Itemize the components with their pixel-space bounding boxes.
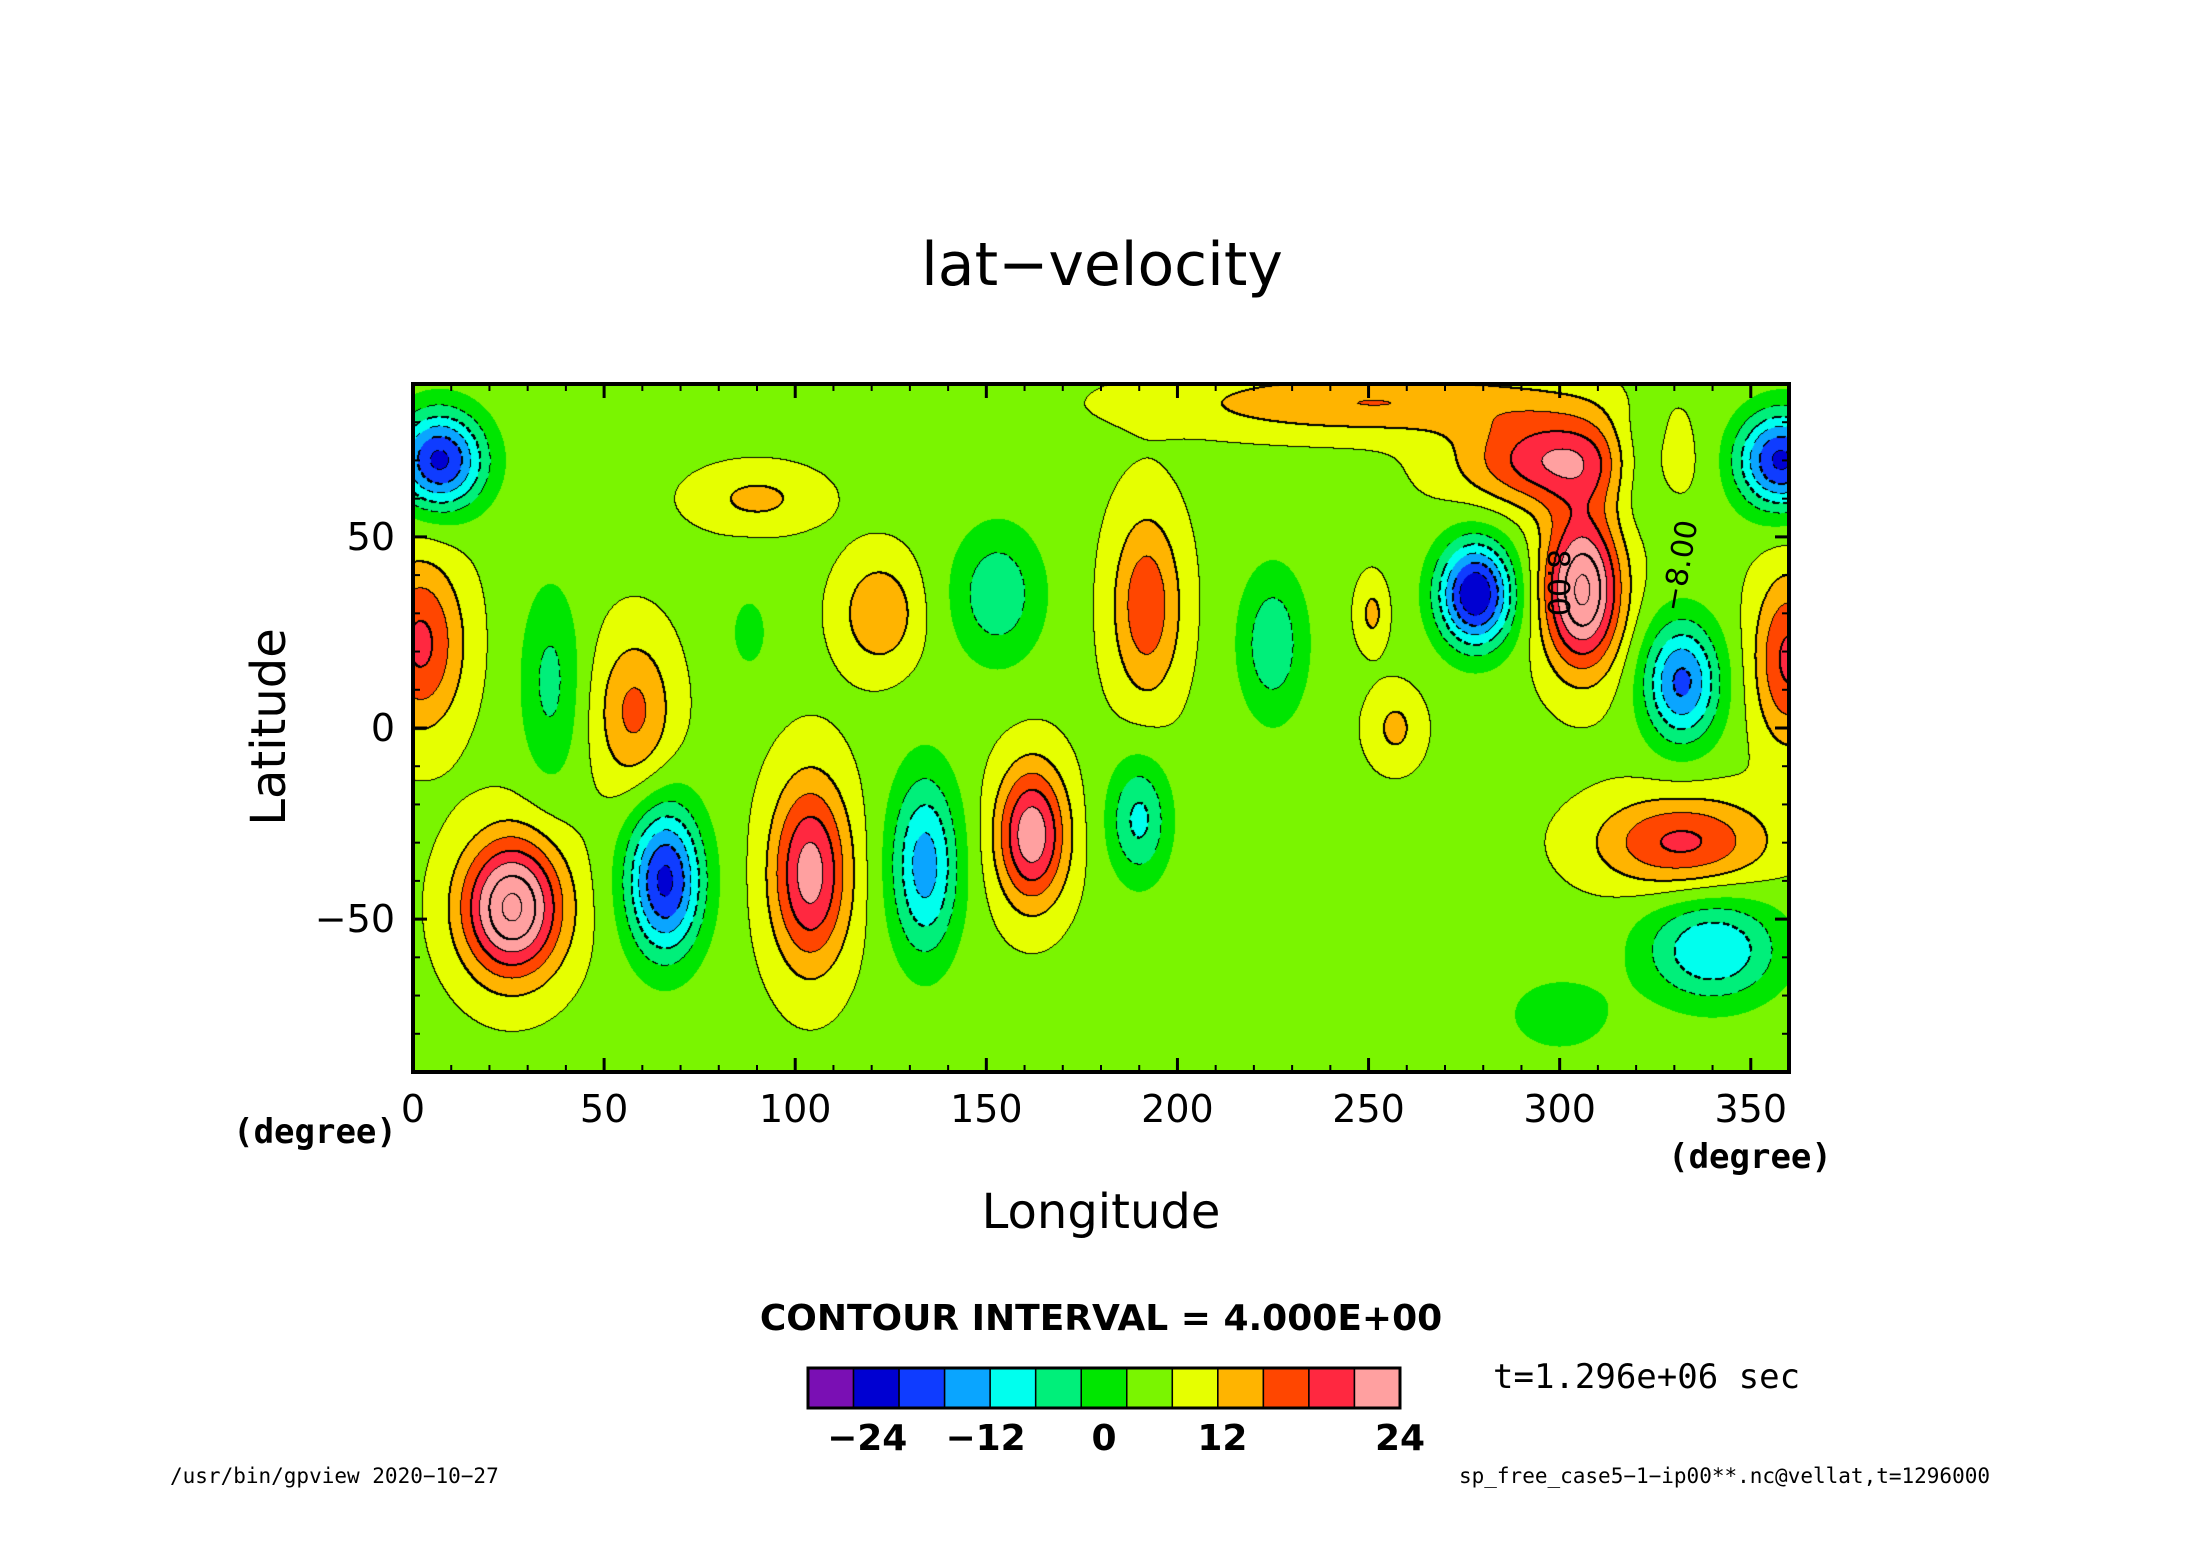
x-unit-right: (degree) bbox=[1668, 1137, 1832, 1177]
colorbar-tick-label: 0 bbox=[1091, 1418, 1116, 1459]
x-tick-label: 350 bbox=[1715, 1087, 1788, 1131]
colorbar-swatch bbox=[852, 1367, 900, 1409]
program-label: /usr/bin/gpview 2020−10−27 bbox=[170, 1464, 499, 1488]
y-tick-label: −50 bbox=[315, 897, 395, 941]
colorbar-tick-label: 12 bbox=[1197, 1418, 1247, 1459]
velocity-field bbox=[413, 384, 1789, 1072]
colorbar-swatch bbox=[1080, 1367, 1128, 1409]
colorbar-swatch bbox=[943, 1367, 991, 1409]
colorbar-swatch bbox=[1308, 1367, 1356, 1409]
x-axis-label: Longitude bbox=[982, 1184, 1221, 1240]
colorbar-tick-label: 24 bbox=[1375, 1418, 1425, 1459]
colorbar-tick-label: −12 bbox=[945, 1418, 1025, 1459]
x-tick-label: 50 bbox=[580, 1087, 628, 1131]
contour-label: 8.00 bbox=[1540, 549, 1575, 616]
chart-title: lat−velocity bbox=[921, 230, 1283, 300]
y-axis: −50 0 50 bbox=[315, 383, 1789, 1073]
plot-area: 8.00 −8.00 bbox=[411, 382, 1791, 1074]
x-axis: 0 50 100 150 200 250 300 350 bbox=[401, 384, 1790, 1131]
colorbar-swatch bbox=[898, 1367, 946, 1409]
colorbar-tick-label: −24 bbox=[827, 1418, 907, 1459]
colorbar: −24 −12 0 12 24 bbox=[806, 1366, 1425, 1459]
y-tick-label: 0 bbox=[371, 706, 395, 750]
colorbar-swatch bbox=[1034, 1367, 1082, 1409]
colorbar-frame bbox=[806, 1366, 1402, 1410]
contour-interval-label: CONTOUR INTERVAL = 4.000E+00 bbox=[760, 1298, 1442, 1339]
x-tick-label: 100 bbox=[759, 1087, 832, 1131]
colorbar-swatch bbox=[1262, 1367, 1310, 1409]
x-tick-label: 0 bbox=[401, 1087, 425, 1131]
time-label: t=1.296e+06 sec bbox=[1493, 1357, 1800, 1397]
y-tick-label: 50 bbox=[347, 515, 395, 559]
x-tick-label: 200 bbox=[1141, 1087, 1214, 1131]
colorbar-swatch bbox=[1217, 1367, 1265, 1409]
colorbar-swatch bbox=[1353, 1367, 1401, 1409]
source-label: sp_free_case5−1−ip00**.nc@vellat,t=12960… bbox=[1459, 1464, 1990, 1488]
colorbar-swatch bbox=[807, 1367, 855, 1409]
colorbar-swatch bbox=[1171, 1367, 1219, 1409]
x-tick-label: 150 bbox=[950, 1087, 1023, 1131]
x-unit-left: (degree) bbox=[233, 1112, 397, 1152]
colorbar-swatch bbox=[1126, 1367, 1174, 1409]
colorbar-swatch bbox=[989, 1367, 1037, 1409]
x-tick-label: 300 bbox=[1523, 1087, 1596, 1131]
y-axis-label: Latitude bbox=[241, 628, 297, 826]
x-tick-label: 250 bbox=[1332, 1087, 1405, 1131]
